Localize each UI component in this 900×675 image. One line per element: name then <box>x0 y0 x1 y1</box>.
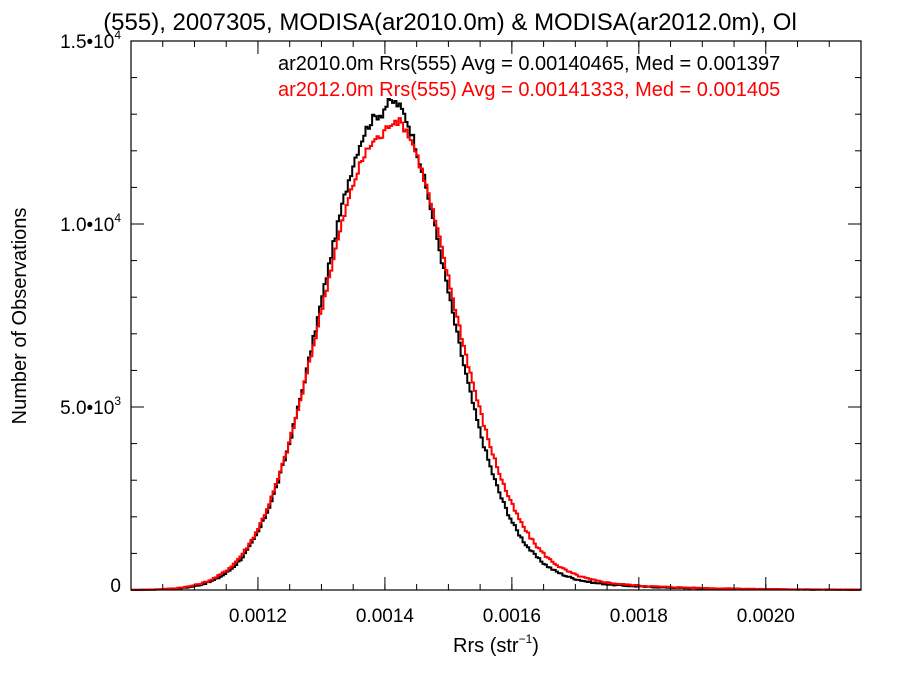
x-tick-label: 0.0018 <box>610 606 668 627</box>
series-layer <box>131 97 861 591</box>
x-tick-label: 0.0020 <box>737 606 795 627</box>
y-axis-title: Number of Observations <box>9 208 31 425</box>
x-tick-label: 0.0012 <box>229 606 287 627</box>
y-tick-label: 1.0•104 <box>60 211 121 236</box>
y-tick-label: 5.0•103 <box>60 394 121 419</box>
axes-layer: 0.0012 0.0014 0.0016 0.0018 0.0020 0 5.0•103 1.… <box>60 28 862 627</box>
x-axis-title-text: Rrs (str <box>453 635 519 657</box>
x-axis-title-close: ) <box>532 635 539 657</box>
y-tick-label: 1.5•104 <box>60 28 121 53</box>
legend: ar2010.0m Rrs(555) Avg = 0.00140465, Med… <box>278 53 780 101</box>
y-tick-label: 0 <box>110 576 121 597</box>
chart-title: (555), 2007305, MODISA(ar2010.0m) & MODI… <box>103 9 797 36</box>
x-axis-title: Rrs (str−1) <box>453 632 539 657</box>
x-tick-label: 0.0014 <box>356 606 415 627</box>
legend-entry-ar2010: ar2010.0m Rrs(555) Avg = 0.00140465, Med… <box>278 53 780 75</box>
plot-frame <box>130 40 862 591</box>
x-tick-label: 0.0016 <box>483 606 541 627</box>
series-line-0 <box>131 97 861 591</box>
legend-entry-ar2012: ar2012.0m Rrs(555) Avg = 0.00141333, Med… <box>278 79 780 101</box>
series-line-1 <box>131 117 861 591</box>
x-axis-title-sup: −1 <box>519 632 533 646</box>
